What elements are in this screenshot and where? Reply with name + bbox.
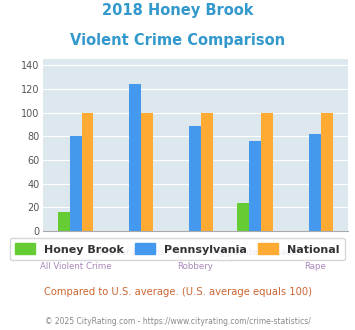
Text: Murder & Mans...: Murder & Mans...	[99, 248, 172, 257]
Bar	[261, 113, 273, 231]
Bar	[82, 113, 93, 231]
Text: Violent Crime Comparison: Violent Crime Comparison	[70, 33, 285, 48]
Bar	[321, 113, 333, 231]
Bar	[58, 212, 70, 231]
Text: 2018 Honey Brook: 2018 Honey Brook	[102, 3, 253, 18]
Bar	[309, 134, 321, 231]
Text: All Violent Crime: All Violent Crime	[40, 262, 111, 271]
Legend: Honey Brook, Pennsylvania, National: Honey Brook, Pennsylvania, National	[10, 238, 345, 260]
Bar	[249, 141, 261, 231]
Bar	[201, 113, 213, 231]
Bar	[141, 113, 153, 231]
Text: Rape: Rape	[304, 262, 326, 271]
Bar	[70, 136, 82, 231]
Text: Aggravated Assault: Aggravated Assault	[213, 248, 297, 257]
Text: Compared to U.S. average. (U.S. average equals 100): Compared to U.S. average. (U.S. average …	[44, 287, 311, 297]
Bar	[130, 84, 141, 231]
Text: © 2025 CityRating.com - https://www.cityrating.com/crime-statistics/: © 2025 CityRating.com - https://www.city…	[45, 317, 310, 326]
Text: Robbery: Robbery	[177, 262, 213, 271]
Bar	[189, 126, 201, 231]
Bar	[237, 203, 249, 231]
